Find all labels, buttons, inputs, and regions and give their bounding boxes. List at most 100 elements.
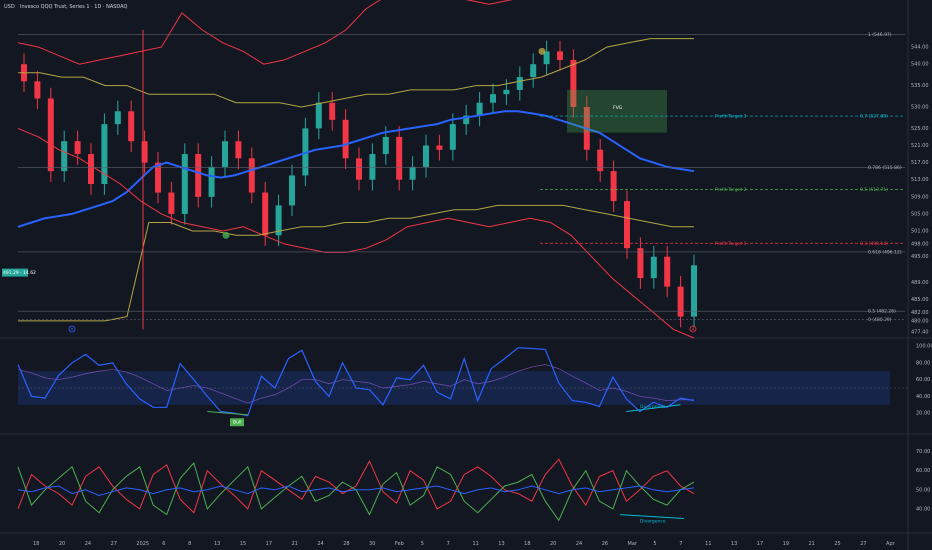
candle-body [503,89,510,95]
candle-body [47,98,54,172]
candle-body [235,141,242,159]
osc-line-red [17,458,695,514]
candle-body [356,158,362,180]
time-tick-label: 2025 [136,541,149,547]
candle-body [516,77,523,90]
osc-tick-label: 60.00 [916,468,930,474]
time-tick-label: 27 [860,541,866,547]
osc-tick-label: 70.00 [916,449,930,455]
time-tick-label: 6 [162,541,165,547]
candle-body [597,149,604,172]
time-tick-label: 13 [214,541,220,547]
signal-dot-top [538,47,546,55]
rsi-line [17,347,695,417]
candle-body [436,145,443,150]
symbol-title[interactable]: Invesco QQQ Trust, Series 1 · 1D · NASDA… [20,4,128,10]
rsi-tick-label: 60.00 [916,377,930,383]
candle-body [61,141,68,172]
candle-body [382,136,389,155]
candle-body [222,141,228,167]
time-tick-label: 20 [550,541,556,547]
time-tick-label: Mar [628,541,638,547]
candle-body [181,154,188,214]
osc-divergence-line [619,514,685,519]
rsi-pane: Bull Divergence [17,347,908,427]
candle-body [396,136,403,180]
fvg-box [567,89,667,133]
osc-divergence-label: Divergence [640,518,666,524]
candle-body [637,248,644,279]
time-tick-label: 28 [343,541,349,547]
time-tick-label: 15 [240,541,246,547]
price-tick-label: 482.00 [911,310,929,316]
axes: 544.00540.00535.00530.00525.00521.00517.… [33,45,932,547]
target-level: 0.3 (498.14) [860,241,888,247]
price-tick-label: 521.00 [911,143,929,149]
bull-badge-text: Bull [233,420,241,426]
time-tick-label: 7 [679,541,682,547]
rsi-tick-label: 80.00 [916,360,930,366]
osc-tick-label: 40.00 [916,506,930,512]
time-tick-label: 30 [369,541,375,547]
candle-body [275,205,282,236]
candle-body [691,265,697,317]
candle-body [570,59,577,107]
osc-line-blue [17,485,695,497]
candle-body [302,128,309,176]
fib-label: 0.5 (482.26) [868,309,896,315]
price-tick-label: 530.00 [911,104,929,110]
candle-body [289,175,295,206]
candle-body [155,162,161,193]
price-pane: FVG 1 (546.97) 0.786 (515.86) 0.618 (496.12… [2,0,905,339]
price-tick-label: 535.00 [911,83,929,89]
keltner-lower [17,127,695,339]
time-tick-label: 24 [317,541,323,547]
price-badge-text: 491.29 · 14.62 [3,270,36,276]
candle-body [342,119,349,159]
time-tick-label: Feb [395,541,404,547]
candle-body [168,192,175,214]
target-label: Profit Target 3 [715,114,747,120]
keltner-upper [17,0,513,65]
marker-a-right [689,325,697,333]
signal-dot-bottom [222,231,230,239]
price-tick-label: 501.00 [911,229,929,235]
candle-body [624,201,630,249]
time-tick-label: 11 [705,541,711,547]
time-tick-label: 19 [783,541,789,547]
price-badge [2,268,28,277]
rsi-divergence-label: Divergence [640,404,666,410]
time-tick-label: 13 [731,541,737,547]
currency-label: USD [4,4,15,10]
candle-body [476,102,483,116]
osc-tick-label: 50.00 [916,487,930,493]
candle-body [34,81,41,99]
candle-body [449,124,456,150]
candle-body [315,102,322,129]
time-tick-label: 27 [111,541,117,547]
candle-body [195,154,202,197]
price-tick-label: 525.00 [911,126,929,132]
fib-label: 0.618 (496.12) [868,249,902,255]
fib-label: 0 (480.29) [868,317,892,323]
bull-badge [230,418,244,427]
price-tick-label: 505.00 [911,211,929,217]
time-tick-label: 18 [33,541,39,547]
candle-body [74,141,81,155]
donchian-lower [18,204,694,322]
bull-divergence-line [207,411,248,416]
candle-body [409,166,416,180]
price-tick-label: 485.00 [911,297,929,303]
target-level: 0.7 (527.88) [860,114,888,120]
candle-body [463,115,470,125]
candle-body [88,154,94,184]
candle-body [128,111,135,142]
candle-body [650,256,657,279]
sma-line [17,110,695,228]
rsi-divergence-line [626,404,681,413]
time-tick-label: 17 [266,541,272,547]
oscillator-pane: Divergence [17,458,695,524]
price-tick-label: 513.00 [911,177,929,183]
